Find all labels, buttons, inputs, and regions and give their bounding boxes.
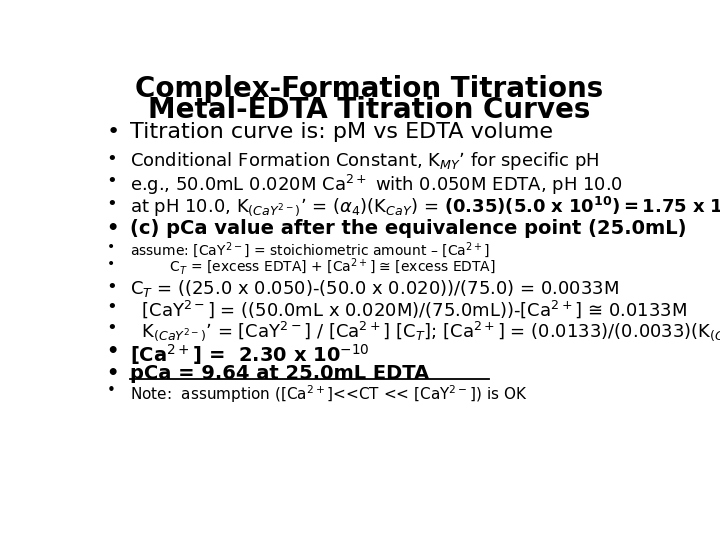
Text: Metal-EDTA Titration Curves: Metal-EDTA Titration Curves [148,96,590,124]
Text: K$_{(CaY^{2-})}$’ = [CaY$^{2-}$] / [Ca$^{2+}$] [C$_T$]; [Ca$^{2+}$] = (0.0133)/(: K$_{(CaY^{2-})}$’ = [CaY$^{2-}$] / [Ca$^… [130,319,720,343]
Text: Titration curve is: pM vs EDTA volume: Titration curve is: pM vs EDTA volume [130,122,553,142]
Text: •: • [107,219,119,239]
Text: •: • [107,278,117,296]
Text: •: • [107,342,119,361]
Text: •: • [107,151,117,168]
Text: Complex-Formation Titrations: Complex-Formation Titrations [135,75,603,103]
Text: •: • [107,299,117,316]
Text: •: • [107,364,119,383]
Text: •: • [107,383,116,398]
Text: C$_T$ = [excess EDTA] + [Ca$^{2+}$] ≅ [excess EDTA]: C$_T$ = [excess EDTA] + [Ca$^{2+}$] ≅ [e… [130,257,496,278]
Text: •: • [107,240,115,254]
Text: [CaY$^{2-}$] = ((50.0mL x 0.020M)/(75.0mL))-[Ca$^{2+}$] ≅ 0.0133M: [CaY$^{2-}$] = ((50.0mL x 0.020M)/(75.0m… [130,299,687,320]
Text: e.g., 50.0mL 0.020M Ca$^{2+}$ with 0.050M EDTA, pH 10.0: e.g., 50.0mL 0.020M Ca$^{2+}$ with 0.050… [130,172,624,197]
Text: •: • [107,319,117,338]
Text: at pH 10.0, K$_{(CaY^{2-})}$’ = ($\alpha_4$)(K$_{CaY}$) = $\mathbf{(0.35)(5.0\ x: at pH 10.0, K$_{(CaY^{2-})}$’ = ($\alpha… [130,194,720,218]
Text: C$_T$ = ((25.0 x 0.050)-(50.0 x 0.020))/(75.0) = 0.0033M: C$_T$ = ((25.0 x 0.050)-(50.0 x 0.020))/… [130,278,619,299]
Text: Conditional Formation Constant, K$_{MY}$’ for specific pH: Conditional Formation Constant, K$_{MY}$… [130,151,600,172]
Text: [Ca$^{2+}$] =  2.30 x 10$^{-10}$: [Ca$^{2+}$] = 2.30 x 10$^{-10}$ [130,342,370,367]
Text: •: • [107,122,120,142]
Text: pCa = 9.64 at 25.0mL EDTA: pCa = 9.64 at 25.0mL EDTA [130,364,429,383]
Text: (c) pCa value after the equivalence point (25.0mL): (c) pCa value after the equivalence poin… [130,219,687,239]
Text: assume: [CaY$^{2-}$] = stoichiometric amount – [Ca$^{2+}$]: assume: [CaY$^{2-}$] = stoichiometric am… [130,240,490,260]
Text: •: • [107,172,117,191]
Text: Note:  assumption ([Ca$^{2+}$]<<CT << [CaY$^{2-}$]) is OK: Note: assumption ([Ca$^{2+}$]<<CT << [Ca… [130,383,528,404]
Text: •: • [107,257,115,271]
Text: •: • [107,194,117,213]
